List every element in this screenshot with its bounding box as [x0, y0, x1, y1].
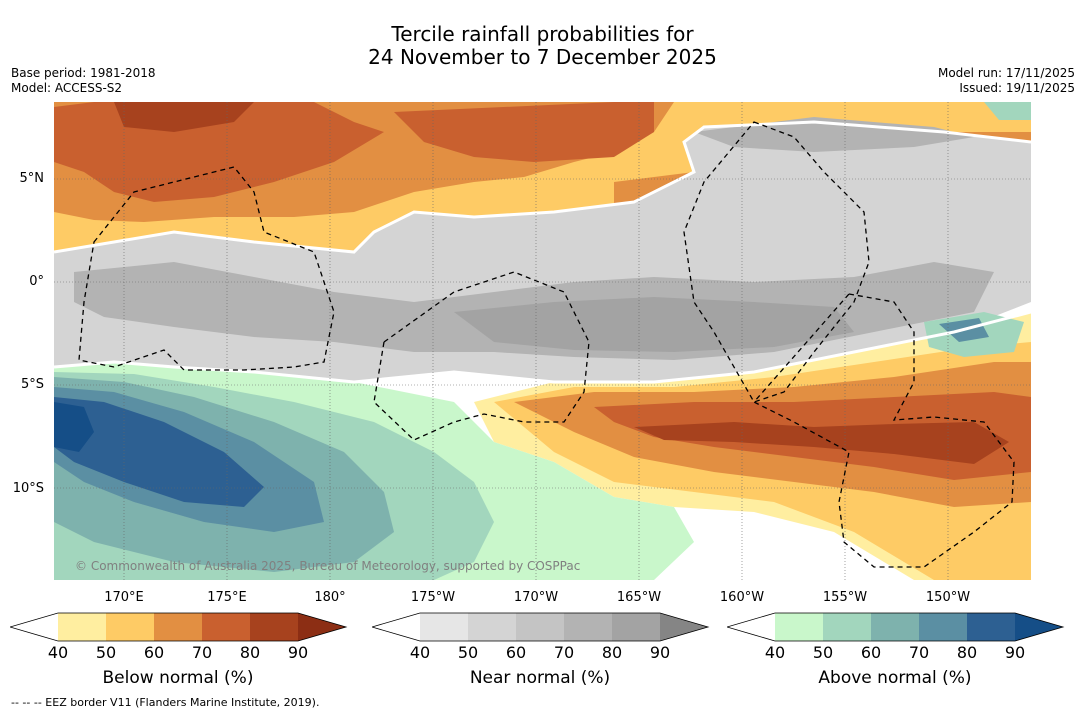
cb-above-tick-90: 90: [1004, 643, 1026, 662]
lon-label-165w: 165°W: [616, 590, 662, 605]
map-title-line1: Tercile rainfall probabilities for: [391, 22, 694, 46]
colorbar-below-segment-1: [58, 613, 106, 641]
cb-below-tick-60: 60: [143, 643, 165, 662]
cb-below-tick-40: 40: [47, 643, 69, 662]
cb-near-tick-70: 70: [553, 643, 575, 662]
lon-label-180: 180°: [314, 590, 346, 605]
cb-below-tick-90: 90: [287, 643, 309, 662]
lon-label-150w: 150°W: [925, 590, 971, 605]
contour-line-north: [54, 120, 1031, 254]
map-canvas: [54, 102, 1031, 580]
cb-below-title: Below normal (%): [102, 668, 254, 688]
colorbar-near-segment-0: [372, 613, 420, 641]
below-normal-north-70b: [394, 102, 654, 162]
colorbar-below-segment-3: [154, 613, 202, 641]
lat-label-5s: 5°S: [20, 377, 44, 392]
cb-above-tick-70: 70: [908, 643, 930, 662]
colorbar-below-normal: [10, 612, 348, 642]
colorbar-below-segment-6: [298, 613, 346, 641]
gridlines: [54, 102, 1031, 580]
above-normal-90: [54, 402, 94, 452]
cb-near-tick-50: 50: [457, 643, 479, 662]
colorbar-below-segment-5: [250, 613, 298, 641]
model-name: Model: ACCESS-S2: [11, 81, 123, 95]
colorbar-near-normal: [372, 612, 710, 642]
colorbar-near-segment-3: [516, 613, 564, 641]
cb-near-tick-90: 90: [649, 643, 671, 662]
colorbar-near-segment-6: [660, 613, 708, 641]
colorbar-near-segment-2: [468, 613, 516, 641]
colorbar-above-segment-2: [823, 613, 871, 641]
eez-footnote: -- -- -- EEZ border V11 (Flanders Marine…: [11, 696, 320, 709]
cb-above-tick-80: 80: [956, 643, 978, 662]
cb-above-tick-50: 50: [812, 643, 834, 662]
model-run: Model run: 17/11/2025: [937, 66, 1075, 80]
cb-near-tick-40: 40: [409, 643, 431, 662]
lat-label-10s: 10°S: [12, 481, 44, 496]
colorbar-above-segment-3: [871, 613, 919, 641]
cb-below-tick-80: 80: [239, 643, 261, 662]
base-period: Base period: 1981-2018: [11, 66, 156, 80]
colorbar-above-segment-0: [727, 613, 775, 641]
copyright-watermark: © Commonwealth of Australia 2025, Bureau…: [75, 559, 581, 573]
colorbar-near-segment-1: [420, 613, 468, 641]
below-normal-south-80: [634, 422, 1009, 464]
colorbar-above-segment-1: [775, 613, 823, 641]
lat-label-5n: 5°N: [19, 171, 45, 186]
lon-label-155w: 155°W: [822, 590, 868, 605]
colorbar-below-segment-4: [202, 613, 250, 641]
cb-near-tick-60: 60: [505, 643, 527, 662]
below-normal-north-80: [114, 102, 254, 132]
probability-map: [54, 102, 1031, 580]
lon-label-160w: 160°W: [719, 590, 765, 605]
cb-near-tick-80: 80: [601, 643, 623, 662]
colorbar-below-segment-2: [106, 613, 154, 641]
cb-below-tick-70: 70: [191, 643, 213, 662]
colorbar-near-segment-5: [612, 613, 660, 641]
cb-above-tick-60: 60: [860, 643, 882, 662]
colorbar-above-normal: [727, 612, 1065, 642]
eez-borders: [78, 121, 1015, 568]
colorbar-near-segment-4: [564, 613, 612, 641]
colorbar-above-segment-5: [967, 613, 1015, 641]
above-normal-80: [54, 397, 264, 507]
colorbar-above-segment-6: [1015, 613, 1063, 641]
cb-above-title: Above normal (%): [818, 668, 972, 688]
contour-line-south: [54, 310, 1031, 384]
issued-date: Issued: 19/11/2025: [959, 81, 1075, 95]
lon-label-170e: 170°E: [104, 590, 144, 605]
cb-above-tick-40: 40: [764, 643, 786, 662]
cb-below-tick-50: 50: [95, 643, 117, 662]
colorbar-above-segment-4: [919, 613, 967, 641]
above-normal-ne-patch: [984, 102, 1031, 120]
map-title-line2: 24 November to 7 December 2025: [368, 45, 717, 69]
near-normal-70: [454, 297, 854, 352]
lat-label-0: 0°: [29, 274, 44, 289]
colorbar-below-segment-0: [10, 613, 58, 641]
lon-label-175e: 175°E: [207, 590, 247, 605]
lon-label-175w: 175°W: [410, 590, 456, 605]
lon-label-170w: 170°W: [513, 590, 559, 605]
cb-near-title: Near normal (%): [469, 668, 611, 688]
